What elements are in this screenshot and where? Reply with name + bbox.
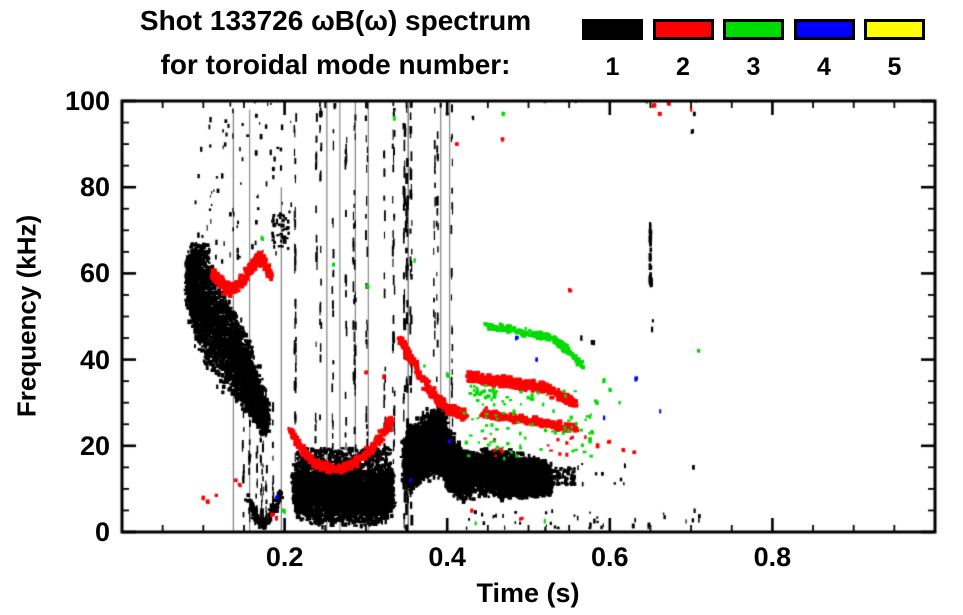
- legend-mode-label: 1: [605, 53, 620, 81]
- legend-swatch-mode-1: [582, 19, 643, 40]
- y-tick-label: 80: [79, 172, 110, 203]
- y-tick-label: 100: [64, 86, 110, 116]
- legend-mode-label: 3: [746, 53, 761, 81]
- x-tick-label: 0.2: [265, 542, 304, 572]
- legend-mode-label: 2: [676, 53, 690, 81]
- y-tick-label: 40: [79, 344, 110, 375]
- y-tick-label: 0: [94, 517, 110, 547]
- y-axis-title: Frequency (kHz): [11, 214, 42, 418]
- legend-swatch-mode-5: [864, 19, 925, 40]
- legend-swatch-mode-4: [793, 19, 855, 40]
- x-tick-label: 0.4: [428, 542, 466, 572]
- legend-mode-label: 4: [817, 53, 831, 81]
- y-tick-label: 60: [79, 258, 110, 289]
- y-tick-label: 20: [79, 430, 110, 461]
- x-tick-label: 0.6: [591, 542, 629, 572]
- page-title: Shot 133726 ωB(ω) spectrum: [139, 5, 532, 36]
- legend-swatch-mode-3: [723, 19, 784, 40]
- x-axis-title: Time (s): [476, 578, 580, 608]
- x-tick-label: 0.8: [753, 542, 792, 572]
- legend-mode-label: 5: [887, 53, 902, 81]
- legend-swatch-mode-2: [652, 19, 714, 40]
- page-subtitle: for toroidal mode number:: [160, 49, 511, 80]
